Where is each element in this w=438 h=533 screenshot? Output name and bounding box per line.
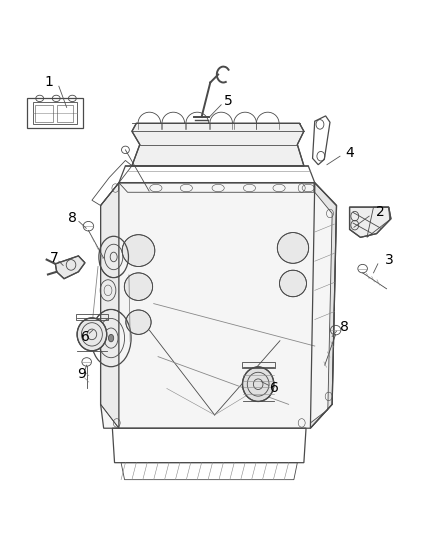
Ellipse shape: [243, 367, 274, 401]
Text: 3: 3: [385, 253, 394, 266]
Ellipse shape: [279, 270, 307, 297]
Bar: [242, 362, 275, 368]
Polygon shape: [311, 183, 336, 428]
Ellipse shape: [124, 273, 152, 301]
Text: 9: 9: [78, 367, 86, 381]
Ellipse shape: [126, 310, 151, 334]
Bar: [76, 314, 108, 319]
Polygon shape: [99, 182, 336, 428]
Text: 8: 8: [340, 320, 349, 334]
Text: 1: 1: [44, 75, 53, 89]
Text: 4: 4: [345, 146, 354, 159]
Text: 7: 7: [50, 251, 59, 265]
Text: 6: 6: [270, 382, 279, 395]
Bar: [57, 106, 73, 122]
Text: 5: 5: [224, 94, 233, 108]
Ellipse shape: [122, 235, 155, 266]
Text: 6: 6: [81, 330, 90, 344]
Polygon shape: [55, 256, 85, 279]
Ellipse shape: [277, 232, 309, 263]
Polygon shape: [101, 183, 119, 428]
Polygon shape: [132, 123, 304, 166]
Ellipse shape: [109, 334, 114, 342]
Bar: [35, 106, 53, 122]
Text: 2: 2: [376, 205, 385, 220]
Polygon shape: [350, 207, 391, 237]
Text: 8: 8: [68, 211, 77, 225]
Ellipse shape: [77, 318, 107, 351]
